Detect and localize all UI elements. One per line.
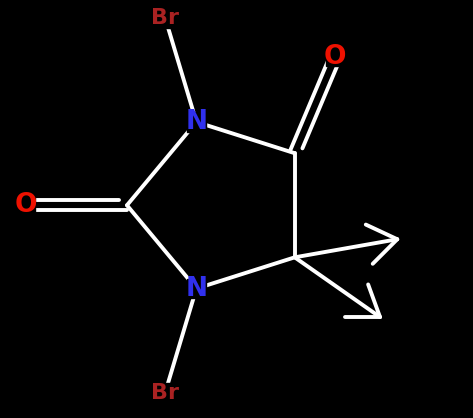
Bar — [150, 383, 180, 403]
Bar — [326, 48, 344, 66]
Text: N: N — [185, 275, 207, 301]
Bar — [187, 279, 206, 298]
Text: N: N — [185, 109, 207, 135]
Text: Br: Br — [151, 8, 179, 28]
Text: Br: Br — [151, 383, 179, 403]
Text: O: O — [324, 44, 346, 70]
Bar — [187, 112, 206, 132]
Text: O: O — [15, 192, 37, 218]
Bar — [18, 196, 35, 214]
Bar — [150, 8, 180, 28]
